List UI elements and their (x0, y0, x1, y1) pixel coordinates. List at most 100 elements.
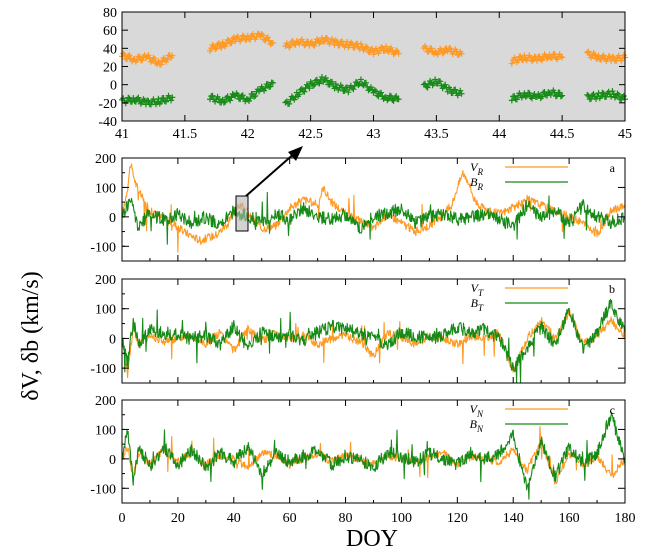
inset-marker (599, 89, 606, 96)
inset-marker (234, 91, 241, 98)
inset-marker (269, 39, 276, 46)
inset-marker (139, 57, 146, 64)
inset-marker (207, 48, 214, 55)
legend-label: VT (471, 281, 484, 298)
inset-marker (209, 92, 216, 99)
inset-marker (390, 97, 397, 104)
inset-marker (130, 95, 137, 102)
inset-marker (440, 49, 447, 56)
zoom-arrow-head (288, 146, 303, 161)
inset-marker (124, 56, 131, 63)
inset-marker (615, 91, 622, 98)
inset-marker (347, 39, 354, 46)
inset-y-tick-label: 0 (110, 79, 117, 94)
inset-marker (329, 78, 336, 85)
inset-plot-background (122, 12, 625, 121)
inset-marker (155, 95, 162, 102)
inset-marker (533, 57, 540, 64)
y-tick-label: 200 (95, 394, 116, 409)
inset-marker (425, 48, 432, 55)
inset-marker (528, 58, 535, 65)
inset-marker (311, 42, 318, 49)
inset-marker (526, 90, 533, 97)
inset-marker (169, 94, 176, 101)
inset-x-tick-label: 41.5 (173, 127, 198, 142)
inset-marker (227, 97, 234, 104)
inset-marker (365, 87, 372, 94)
inset-marker (140, 96, 147, 103)
inset-x-tick-label: 44.5 (550, 127, 575, 142)
inset-marker (222, 98, 229, 105)
x-tick-label: 80 (339, 511, 353, 526)
inset-marker (388, 44, 395, 51)
inset-marker (432, 76, 439, 83)
inset-marker (551, 51, 558, 58)
inset-marker (362, 79, 369, 86)
inset-marker (390, 51, 397, 58)
y-tick-label: 100 (95, 423, 116, 438)
inset-marker (370, 51, 377, 58)
inset-marker (554, 92, 561, 99)
inset-marker (371, 87, 378, 94)
inset-x-tick-label: 43.5 (424, 127, 449, 142)
inset-marker (618, 96, 625, 103)
inset-marker (355, 82, 362, 89)
inset-marker (296, 91, 303, 98)
inset-marker (339, 38, 346, 45)
inset-marker (447, 45, 454, 52)
inset-marker (603, 93, 610, 100)
inset-y-tick-label: 60 (103, 24, 117, 39)
inset-x-tick-label: 41 (115, 127, 129, 142)
inset-marker (373, 88, 380, 95)
inset-marker (212, 46, 219, 53)
inset-marker (523, 57, 530, 64)
y-tick-label: 100 (95, 303, 116, 318)
x-tick-label: 140 (503, 511, 524, 526)
inset-marker (536, 53, 543, 60)
inset-marker (588, 95, 595, 102)
y-tick-label: -100 (90, 482, 116, 497)
inset-marker (169, 52, 176, 59)
inset-marker (620, 93, 627, 100)
inset-marker (351, 82, 358, 89)
inset-marker (388, 93, 395, 100)
inset-marker (121, 51, 128, 58)
inset-marker (591, 51, 598, 58)
inset-marker (267, 83, 274, 90)
inset-marker (385, 48, 392, 55)
inset-marker (251, 93, 258, 100)
inset-marker (557, 93, 564, 100)
inset-marker (600, 52, 607, 59)
inset-x-tick-label: 44 (492, 127, 506, 142)
zoom-arrow (245, 151, 297, 197)
inset-marker (585, 48, 592, 55)
x-tick-label: 180 (615, 511, 636, 526)
inset-marker (286, 100, 293, 107)
inset-marker (150, 54, 157, 61)
inset-marker (218, 44, 225, 51)
inset-marker (383, 43, 390, 50)
inset-marker (125, 94, 132, 101)
inset-marker (147, 58, 154, 65)
inset-marker (344, 38, 351, 45)
y-tick-label: -100 (90, 362, 116, 377)
inset-marker (615, 52, 622, 59)
inset-marker (437, 78, 444, 85)
x-tick-label: 100 (391, 511, 412, 526)
inset-marker (457, 87, 464, 94)
y-tick-label: 100 (95, 181, 116, 196)
inset-marker (395, 96, 402, 103)
legend-label: VN (470, 402, 484, 419)
inset-marker (215, 40, 222, 47)
inset-marker (224, 36, 231, 43)
inset-marker (513, 96, 520, 103)
inset-marker (559, 92, 566, 99)
inset-marker (557, 53, 564, 60)
inset-marker (605, 88, 612, 95)
inset-marker (508, 60, 515, 67)
inset-marker (434, 51, 441, 58)
x-tick-label: 60 (283, 511, 297, 526)
inset-y-tick-label: -20 (98, 97, 117, 112)
legend-label: BR (470, 175, 483, 192)
